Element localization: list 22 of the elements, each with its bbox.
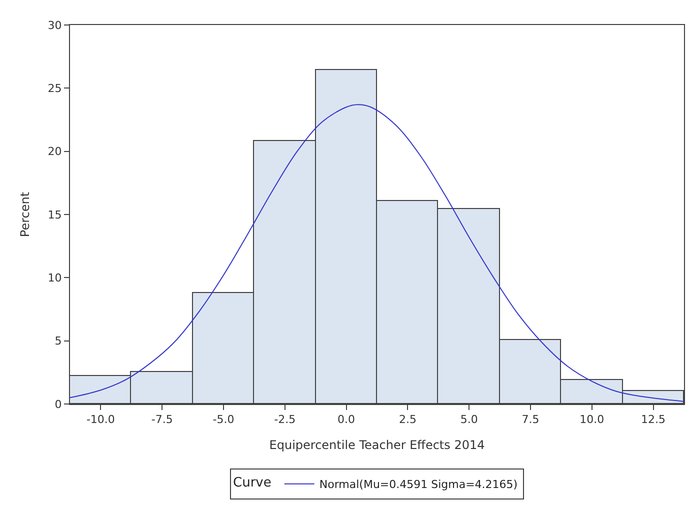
x-tick-label: -10.0 <box>86 413 115 426</box>
legend-label: Normal(Mu=0.4591 Sigma=4.2165) <box>319 478 518 492</box>
x-tick-label: -5.0 <box>212 413 234 426</box>
y-tick-label: 30 <box>48 18 62 32</box>
x-tick-label: 10.0 <box>580 413 604 426</box>
legend-title: Curve <box>233 475 272 490</box>
y-tick-label: 20 <box>48 145 62 158</box>
y-tick-label: 10 <box>48 272 62 285</box>
x-tick-label: 12.5 <box>641 413 666 426</box>
y-tick-label: 0 <box>54 398 62 411</box>
x-tick-label: 0.0 <box>338 413 356 426</box>
line-series <box>70 104 684 402</box>
y-axis-title: Percent <box>18 192 32 238</box>
x-tick-label: 5.0 <box>460 413 478 426</box>
x-tick-label: 7.5 <box>522 413 540 426</box>
x-tick-label: -2.5 <box>274 413 296 426</box>
x-axis-title: Equipercentile Teacher Effects 2014 <box>269 438 485 452</box>
x-tick-label: 2.5 <box>398 413 416 426</box>
y-tick-label: 15 <box>48 208 62 222</box>
y-tick-label: 25 <box>48 82 62 96</box>
y-tick-label: 5 <box>54 334 62 348</box>
x-tick-label: -7.5 <box>151 413 173 426</box>
